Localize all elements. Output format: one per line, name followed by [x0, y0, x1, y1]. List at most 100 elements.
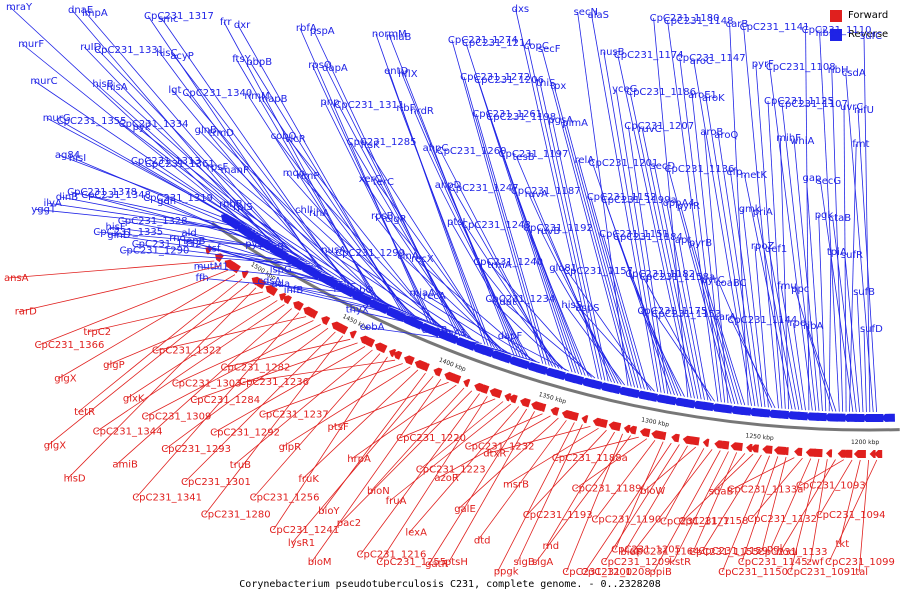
reverse-gene-label: CpC231_1317 [144, 11, 214, 22]
reverse-gene-label: nifU [854, 105, 874, 116]
leader-line [450, 221, 531, 360]
reverse-gene-arrow [575, 376, 585, 386]
forward-gene-arrow [349, 330, 357, 339]
leader-line [590, 196, 645, 390]
leader-line [160, 200, 334, 278]
forward-gene-arrow [293, 301, 304, 311]
reverse-gene-label: CpC231_1182 [625, 269, 695, 280]
reverse-gene-label: CpC231_1207 [624, 121, 694, 132]
leader-line [682, 453, 754, 522]
reverse-gene-label: ribE [816, 28, 836, 39]
leader-line [692, 242, 739, 405]
reverse-gene-label: ctaB [829, 213, 852, 224]
reverse-gene-label: rplS [233, 202, 253, 213]
reverse-gene-arrow [667, 396, 677, 406]
forward-gene-arrow [718, 440, 730, 450]
reverse-gene-label: ada [272, 279, 291, 290]
reverse-gene-arrow [882, 413, 895, 422]
forward-gene-arrow [489, 388, 503, 399]
leader-line [263, 246, 420, 319]
leader-line [643, 446, 697, 492]
reverse-gene-label: ahpD [435, 180, 462, 191]
leader-line [299, 27, 429, 323]
forward-gene-label: CpC231_1292 [210, 428, 280, 439]
leader-line [148, 163, 332, 276]
reverse-gene-label: hisC [156, 48, 177, 59]
leader-line [331, 381, 449, 428]
leader-line [325, 249, 448, 331]
leader-line [401, 73, 518, 356]
reverse-gene-label: gap [803, 173, 822, 184]
forward-gene-arrow [639, 428, 651, 438]
leader-line [663, 448, 705, 522]
leader-line [464, 224, 560, 369]
reverse-gene-label: ald [182, 228, 197, 239]
forward-gene-label: CpC231_1133 [758, 547, 828, 558]
leader-line [819, 459, 853, 516]
leader-line [490, 264, 592, 378]
leader-line [667, 20, 719, 402]
leader-line [164, 327, 329, 450]
leader-line [584, 442, 672, 573]
forward-gene-arrow [671, 433, 680, 443]
reverse-gene-label: murC [30, 76, 57, 87]
forward-gene-arrow [869, 449, 876, 458]
forward-gene-label: CpC231_1344 [93, 427, 163, 438]
leader-line [362, 178, 470, 339]
forward-gene-label: ansA [4, 273, 29, 284]
reverse-gene-label: thiS [536, 78, 555, 89]
leader-line [769, 66, 813, 411]
reverse-gene-label: tsf [208, 244, 221, 255]
reverse-gene-label: CpC231_1151 [599, 229, 669, 240]
leader-line [312, 212, 445, 330]
forward-gene-label: bioF [620, 547, 641, 558]
forward-gene-arrow [623, 424, 631, 434]
leader-line [819, 32, 840, 412]
leader-line [400, 107, 492, 347]
leader-line [338, 252, 476, 342]
reverse-gene-label: rihA [309, 208, 329, 219]
forward-gene-label: CpC231_1189 [572, 484, 642, 495]
reverse-gene-label: CpC231_1206 [474, 75, 544, 86]
leader-line [465, 42, 573, 373]
reverse-gene-label: ruvA [525, 189, 548, 200]
forward-swatch [830, 9, 842, 22]
reverse-gene-label: gdh [157, 196, 176, 207]
leader-line [721, 455, 770, 573]
leader-line [666, 202, 705, 400]
reverse-gene-arrow [520, 360, 530, 370]
reverse-gene-label: pyrR [677, 201, 700, 212]
leader-line [701, 454, 762, 552]
leader-line [693, 60, 752, 406]
reverse-gene-label: ahpC [423, 143, 449, 154]
reverse-gene-label: mihF [776, 133, 801, 144]
reverse-gene-label: hisF [106, 222, 126, 233]
leader-line [9, 6, 242, 222]
reverse-gene-arrow [799, 412, 808, 421]
reverse-gene-label: nrdR [410, 106, 434, 117]
forward-gene-label: CpC231_1158 [679, 516, 749, 527]
leader-line [806, 177, 823, 412]
forward-gene-label: gatR [425, 559, 448, 570]
reverse-gene-label: CpC231_1361 [145, 159, 215, 170]
reverse-gene-label: dnaE [68, 5, 93, 16]
reverse-gene-label: CpC231_1290 [120, 246, 190, 257]
forward-gene-label: CpC231_1293 [161, 444, 231, 455]
leader-line [704, 279, 742, 405]
reverse-gene-arrow [538, 366, 548, 375]
leader-line [38, 269, 229, 346]
leader-line [497, 422, 575, 572]
leader-line [578, 159, 642, 389]
leader-line [71, 191, 256, 231]
leader-line [249, 243, 392, 307]
reverse-gene-label: rpsF [207, 162, 229, 173]
reverse-gene-label: trmA [487, 260, 512, 271]
gene-layer [205, 213, 895, 459]
leader-line [653, 450, 721, 573]
reverse-gene-label: def1 [765, 244, 787, 255]
leader-line [633, 449, 713, 552]
leader-line [717, 316, 746, 406]
leader-line [135, 312, 300, 498]
forward-gene-label: CpC231_1236 [239, 377, 309, 388]
reverse-gene-label: terC [373, 177, 394, 188]
